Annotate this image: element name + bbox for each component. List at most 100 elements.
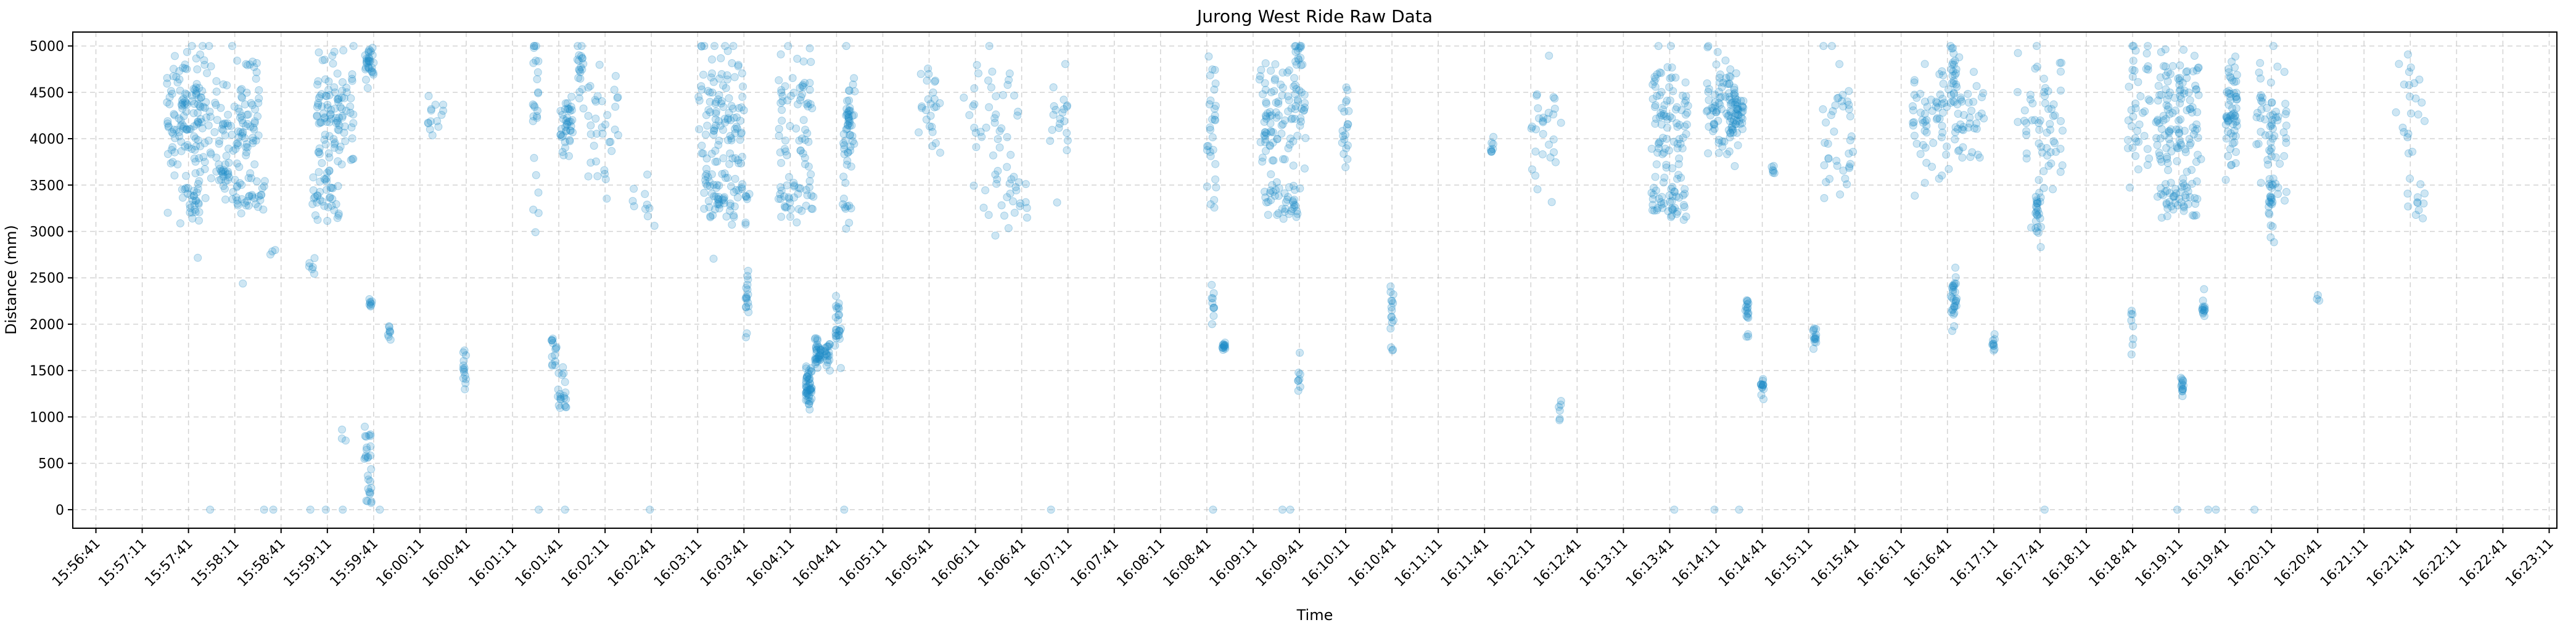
data-point: [804, 381, 813, 390]
data-point: [843, 108, 852, 117]
data-point: [179, 63, 187, 72]
data-point: [2266, 78, 2275, 87]
data-point: [1545, 51, 1553, 60]
data-point: [1023, 203, 1031, 212]
data-point: [738, 180, 747, 189]
data-point: [368, 68, 376, 76]
data-point: [219, 121, 228, 129]
data-point: [169, 72, 178, 81]
data-point: [313, 216, 322, 224]
data-point: [707, 73, 715, 82]
data-point: [796, 184, 805, 193]
data-point: [190, 132, 199, 141]
data-point: [1950, 322, 1959, 330]
data-point: [1286, 134, 1294, 143]
y-axis-label: Distance (mm): [2, 225, 20, 335]
data-point: [561, 123, 570, 131]
data-point: [804, 386, 813, 394]
data-point: [2168, 62, 2177, 70]
data-point: [2403, 189, 2412, 198]
data-point: [575, 88, 584, 96]
data-point: [1944, 165, 1953, 173]
data-point: [729, 104, 737, 113]
data-point: [926, 122, 934, 131]
x-tick-label: 16:13:11: [1577, 536, 1631, 590]
data-point: [730, 113, 738, 122]
data-point: [2141, 107, 2149, 116]
x-tick-label: 16:22:41: [2456, 536, 2511, 590]
data-point: [556, 395, 565, 404]
data-point: [1822, 118, 1830, 127]
data-point: [360, 454, 369, 463]
data-point: [786, 198, 794, 207]
data-point: [645, 204, 654, 213]
data-point: [315, 150, 324, 158]
data-point: [2231, 52, 2240, 61]
data-point: [586, 130, 595, 139]
data-point: [323, 174, 331, 182]
data-point: [611, 71, 620, 80]
data-point: [2421, 116, 2429, 125]
data-point: [843, 97, 852, 105]
data-point: [1734, 105, 1742, 113]
data-point: [744, 308, 753, 316]
data-point: [2400, 128, 2408, 136]
data-point: [807, 367, 816, 375]
data-point: [255, 192, 263, 200]
data-point: [188, 214, 197, 223]
data-point: [219, 120, 228, 128]
data-point: [1662, 161, 1671, 169]
data-point: [318, 197, 327, 206]
data-point: [348, 70, 356, 78]
data-point: [697, 85, 706, 94]
data-point: [561, 105, 569, 113]
data-point: [179, 122, 188, 131]
data-point: [564, 105, 572, 113]
x-tick-label: 15:58:41: [234, 536, 289, 590]
data-point: [2199, 306, 2207, 314]
data-point: [245, 192, 253, 201]
data-point: [241, 198, 249, 207]
data-point: [268, 247, 277, 256]
data-point: [2224, 68, 2233, 76]
data-point: [338, 113, 347, 122]
data-point: [802, 391, 810, 400]
data-point: [2191, 200, 2200, 208]
data-point: [530, 101, 538, 110]
data-point: [1055, 124, 1063, 133]
data-point: [364, 57, 373, 65]
data-point: [1209, 145, 1217, 154]
data-point: [2043, 151, 2052, 160]
data-point: [728, 154, 737, 163]
data-point: [730, 73, 739, 81]
data-point: [1061, 60, 1069, 68]
data-point: [811, 356, 819, 364]
data-point: [849, 80, 857, 89]
data-point: [1909, 121, 1917, 130]
data-point: [219, 182, 228, 190]
data-point: [1278, 83, 1287, 92]
data-point: [364, 452, 372, 461]
data-point: [2040, 88, 2049, 96]
data-point: [805, 397, 813, 406]
data-point: [1284, 107, 1293, 116]
data-point: [643, 212, 652, 221]
data-point: [847, 162, 855, 171]
data-point: [714, 195, 722, 203]
data-point: [194, 100, 202, 108]
data-point: [745, 190, 754, 198]
data-point: [1916, 150, 1925, 158]
data-point: [329, 184, 337, 192]
data-point: [217, 175, 225, 184]
data-point: [1680, 203, 1689, 211]
data-point: [1291, 42, 1300, 51]
data-point: [199, 42, 207, 51]
data-point: [1557, 118, 1565, 127]
data-point: [194, 117, 202, 126]
data-point: [364, 484, 372, 493]
data-point: [700, 189, 709, 197]
data-point: [178, 96, 186, 105]
data-point: [707, 189, 716, 198]
data-point: [202, 98, 210, 107]
x-tick-label: 16:17:41: [1994, 536, 2048, 590]
